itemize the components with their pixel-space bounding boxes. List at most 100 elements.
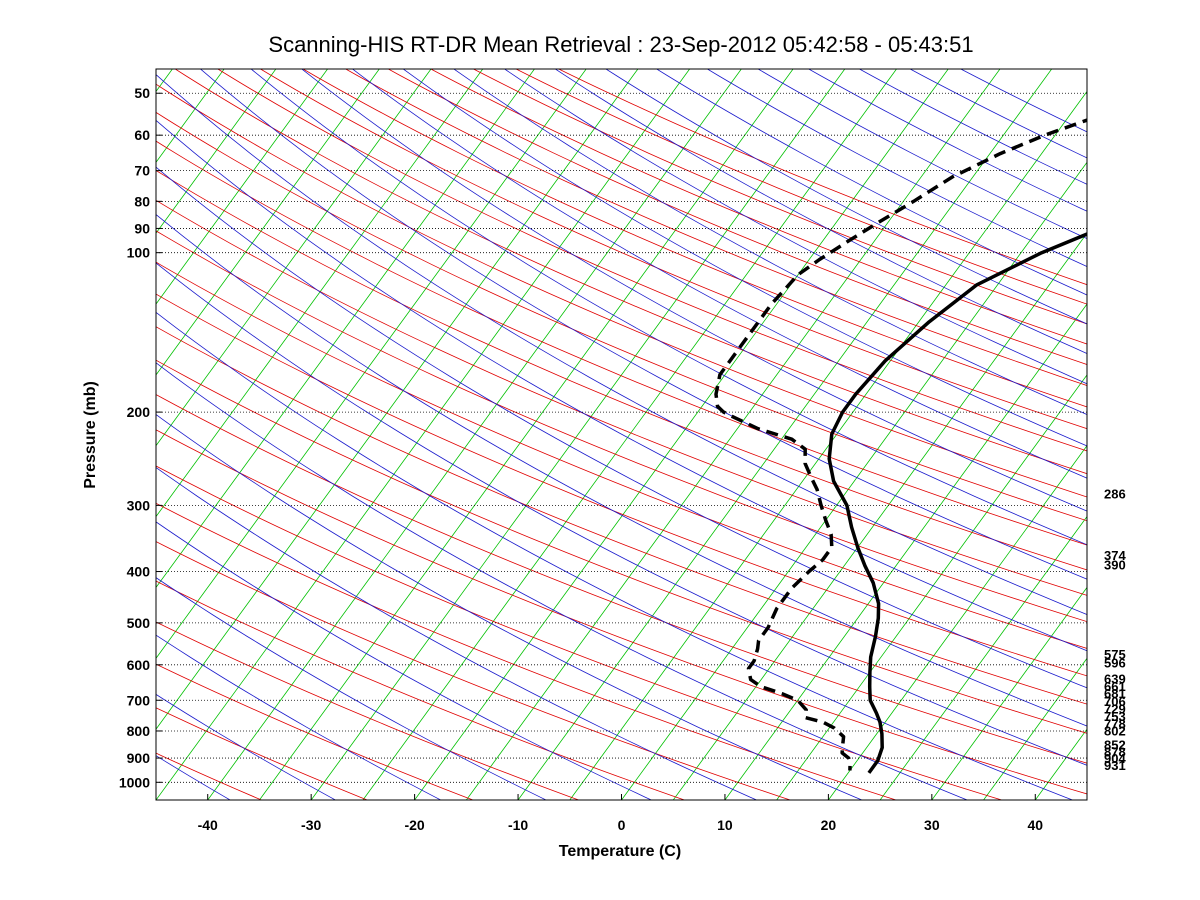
isotherm-line [156,69,277,234]
right-level-label: 852 [1104,737,1126,752]
moist-adiabat-line [807,69,1087,212]
dry-adiabat-line [156,663,475,800]
moist-adiabat-line [858,69,1087,185]
dry-adiabat-line [472,69,1087,325]
isotherm-line [310,69,846,800]
right-level-label: 802 [1104,724,1126,739]
moist-adiabat-line [351,69,1087,479]
y-tick-label: 700 [127,692,151,708]
x-tick-label: 40 [1027,817,1043,833]
moist-adiabat-line [706,69,1087,268]
dry-adiabat-line [156,465,1004,800]
isotherm-line [362,69,898,800]
dry-adiabat-line [557,69,1087,286]
moist-adiabat-line [959,69,1087,133]
y-tick-label: 400 [127,564,151,580]
moist-adiabat-line [156,362,969,800]
isotherm-line [983,657,1087,800]
right-level-label: 753 [1104,709,1126,724]
dewpoint-profile-line [714,118,1087,771]
moist-adiabat-line [156,262,1087,766]
isotherm-line [0,42,37,804]
isotherm-line [879,515,1087,800]
right-level-label: 575 [1104,647,1126,662]
isotherm-line [156,69,432,447]
moist-adiabat-line [156,414,863,800]
right-level-label: 681 [1104,686,1126,701]
dry-adiabat-line [156,170,1087,571]
dry-adiabat-line [156,580,686,800]
isotherm-line [621,161,1087,800]
dry-adiabat-line [156,293,1087,677]
isotherm-line [724,303,1087,800]
dry-adiabat-line [156,429,1087,795]
dry-adiabat-line [156,83,1087,498]
dry-adiabat-line [156,230,1087,623]
y-tick-label: 900 [127,750,151,766]
right-level-label: 729 [1104,702,1126,717]
dry-adiabat-line [515,69,1087,305]
y-axis-ticks: 50 60 70 80 90 100 200 300 400 500 600 700 800 900 100… [119,85,162,790]
y-tick-label: 80 [134,193,150,209]
moist-adiabat-line [156,521,653,800]
x-tick-label: 0 [618,817,626,833]
dry-adiabat-line [430,69,1087,345]
x-tick-label: -40 [198,817,218,833]
moist-adiabat-line [503,69,1087,385]
x-tick-label: 20 [821,817,837,833]
background-lines [0,42,1087,804]
dry-adiabat-line [156,111,1087,522]
x-axis-ticks: -40 -30 -20 -10 0 10 20 30 40 [198,794,1043,833]
right-level-label: 778 [1104,717,1126,732]
moist-adiabat-line [156,755,231,800]
right-level-label: 931 [1104,758,1126,773]
moist-adiabat-line [757,69,1087,240]
dry-adiabat-line [344,69,1087,386]
dry-adiabat-line [156,326,1087,705]
x-tick-label: 10 [717,817,733,833]
isotherm-line [156,69,639,730]
isotherm-line [156,69,484,518]
moist-adiabat-line [250,69,1087,546]
isotherm-line [569,90,1087,800]
moist-adiabat-line [156,311,1074,800]
y-tick-label: 800 [127,723,151,739]
right-level-label: 639 [1104,671,1126,686]
y-tick-label: 90 [134,220,150,236]
isotherm-line [0,42,140,804]
right-level-label: 878 [1104,744,1126,759]
dry-adiabat-line [156,199,1087,596]
moist-adiabat-line [156,74,1087,615]
x-tick-label: -30 [301,817,321,833]
dry-adiabat-line [156,261,1087,649]
right-level-label: 661 [1104,679,1126,694]
moist-adiabat-line [156,214,1087,727]
dry-adiabat-line [156,621,580,800]
isotherm-line [931,586,1087,800]
series-layer [714,118,1087,774]
moist-adiabat-line [605,69,1087,325]
moist-adiabat-line [301,69,1087,512]
y-tick-label: 600 [127,657,151,673]
isotherm-line [827,445,1087,800]
y-tick-label: 70 [134,163,150,179]
isotherm-line [465,69,1001,800]
isotherm-line [258,69,794,800]
x-tick-label: 30 [924,817,940,833]
isotherm-line [517,69,1053,800]
gridlines [156,92,1087,783]
moist-adiabat-line [453,69,1087,415]
moist-adiabat-line [156,166,1087,689]
y-tick-label: 60 [134,127,150,143]
y-axis-label: Pressure (mb) [82,381,99,489]
moist-adiabat-line [655,69,1087,296]
dry-adiabat-line [174,69,1087,475]
isotherm-line [776,374,1087,800]
right-level-label: 374 [1104,548,1126,563]
isotherm-line [672,232,1087,800]
dry-adiabat-line [217,69,1087,452]
dry-adiabat-line [259,69,1087,430]
right-level-label: 390 [1104,558,1126,573]
dry-adiabat-line [156,541,792,800]
